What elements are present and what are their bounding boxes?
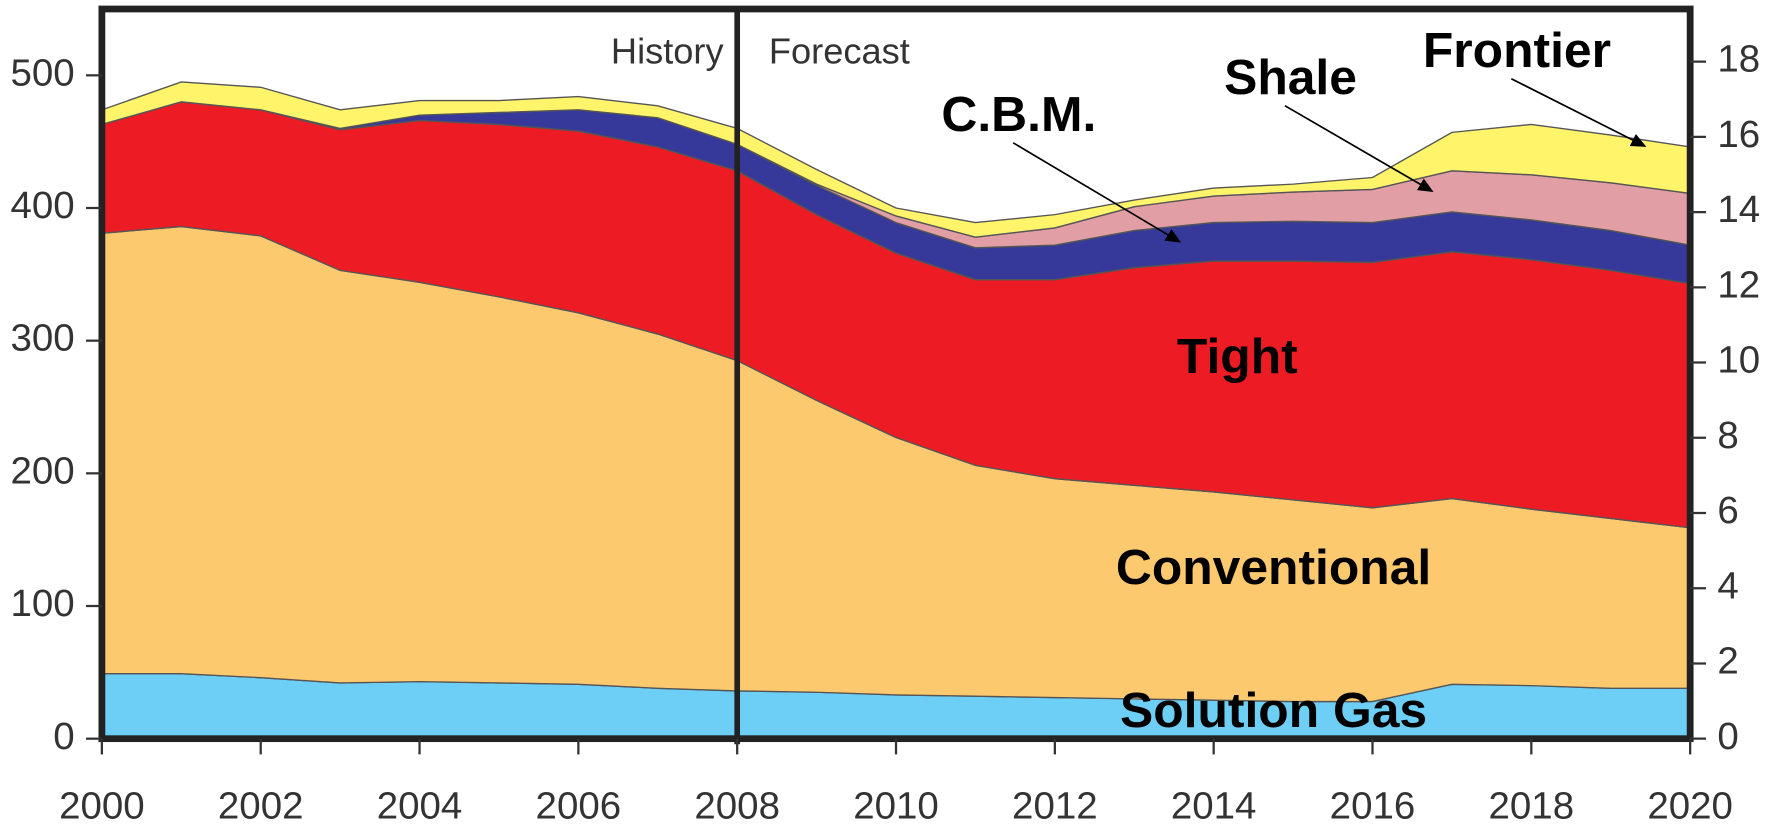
y2-tick-label: 0 [1717, 715, 1738, 758]
label-arrow [1510, 77, 1647, 147]
annotation: Forecast [769, 31, 910, 72]
x-tick-label: 2014 [1171, 785, 1257, 828]
x-tick-label: 2004 [377, 785, 463, 828]
y-tick-label: 200 [11, 450, 75, 493]
series-label: Frontier [1423, 22, 1611, 78]
series-label: Shale [1224, 49, 1357, 105]
y2-tick-label: 8 [1717, 414, 1738, 457]
y2-tick-label: 16 [1717, 113, 1760, 156]
y2-tick-label: 12 [1717, 264, 1760, 307]
x-tick-label: 2018 [1489, 785, 1575, 828]
y-tick-label: 100 [11, 582, 75, 625]
y2-tick-label: 14 [1717, 188, 1760, 231]
label-arrow [1012, 142, 1182, 243]
x-tick-label: 2008 [694, 785, 780, 828]
x-tick-label: 2016 [1330, 785, 1416, 828]
annotation: History [611, 31, 724, 72]
x-tick-label: 2000 [59, 785, 145, 828]
series-label: Solution Gas [1120, 682, 1427, 738]
y2-tick-label: 4 [1717, 564, 1738, 607]
x-tick-label: 2010 [853, 785, 939, 828]
y-tick-label: 300 [11, 317, 75, 360]
y2-tick-label: 2 [1717, 640, 1738, 683]
label-arrow [1284, 104, 1434, 192]
series-label: C.B.M. [941, 86, 1096, 142]
series-label: Tight [1177, 328, 1298, 384]
y2-tick-label: 18 [1717, 38, 1760, 81]
y-tick-label: 400 [11, 184, 75, 227]
y2-tick-label: 6 [1717, 489, 1738, 532]
x-tick-label: 2006 [536, 785, 622, 828]
x-tick-label: 2012 [1012, 785, 1098, 828]
x-tick-label: 2020 [1647, 785, 1733, 828]
y-tick-label: 500 [11, 52, 75, 95]
series-label: Conventional [1116, 539, 1431, 595]
x-tick-label: 2002 [218, 785, 304, 828]
y-tick-label: 0 [53, 715, 74, 758]
y2-tick-label: 10 [1717, 339, 1760, 382]
